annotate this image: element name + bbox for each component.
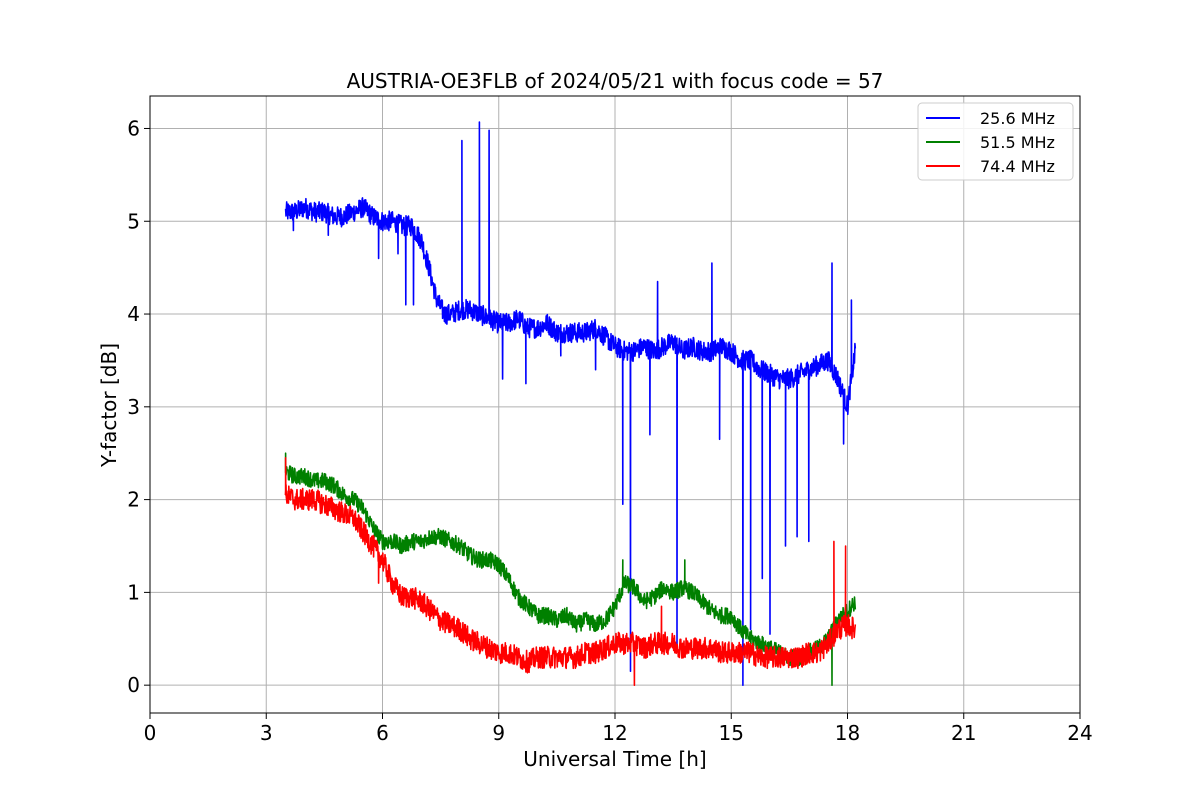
x-tick-label: 9 [492, 721, 505, 745]
legend-label: 74.4 MHz [980, 157, 1055, 176]
y-tick-label: 4 [127, 302, 140, 326]
legend-label: 25.6 MHz [980, 109, 1055, 128]
x-axis-ticks: 0 3 6 9 12 15 18 21 24 [144, 713, 1093, 745]
y-tick-label: 2 [127, 488, 140, 512]
x-tick-label: 21 [951, 721, 976, 745]
x-tick-label: 15 [719, 721, 744, 745]
x-tick-label: 0 [144, 721, 157, 745]
grid [149, 96, 1081, 713]
x-tick-label: 12 [602, 721, 627, 745]
x-tick-label: 24 [1067, 721, 1092, 745]
series-line [284, 121, 857, 686]
y-axis-label: Y-factor [dB] [97, 343, 121, 468]
legend-label: 51.5 MHz [980, 133, 1055, 152]
y-tick-label: 1 [127, 580, 140, 604]
x-axis-label: Universal Time [h] [523, 747, 706, 771]
y-tick-label: 3 [127, 395, 140, 419]
x-tick-label: 6 [376, 721, 389, 745]
legend: 25.6 MHz 51.5 MHz 74.4 MHz [917, 102, 1074, 181]
plot-series [284, 121, 857, 686]
chart-title: AUSTRIA-OE3FLB of 2024/05/21 with focus … [347, 69, 884, 93]
y-tick-label: 6 [127, 116, 140, 140]
y-tick-label: 5 [127, 209, 140, 233]
y-tick-label: 0 [127, 673, 140, 697]
x-tick-label: 18 [835, 721, 860, 745]
legend-box [917, 102, 1074, 181]
y-axis-ticks: 0 1 2 3 4 5 6 [127, 116, 150, 697]
series-line [284, 457, 857, 686]
x-tick-label: 3 [260, 721, 273, 745]
